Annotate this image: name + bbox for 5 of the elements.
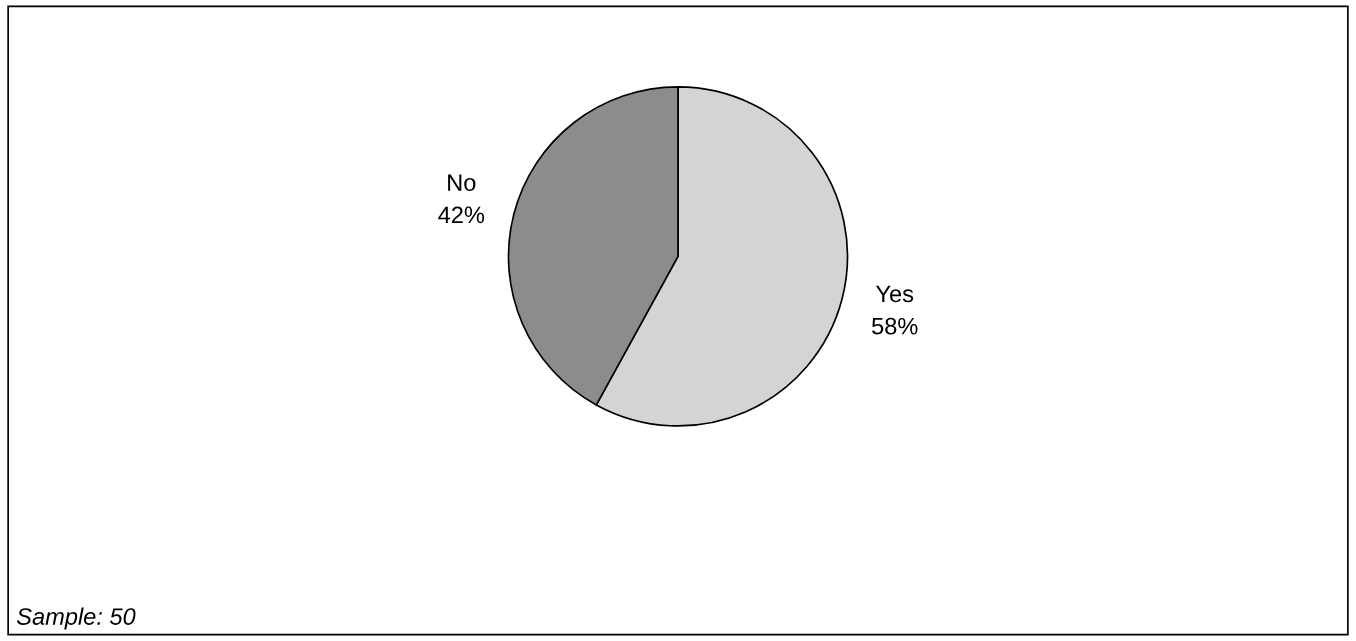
data-label: 42% [438, 206, 485, 224]
data-label: 58% [872, 317, 918, 335]
text: Sample: 50 [16, 607, 136, 630]
slice-label: Yes [875, 285, 914, 303]
slice-label: No [448, 174, 476, 191]
